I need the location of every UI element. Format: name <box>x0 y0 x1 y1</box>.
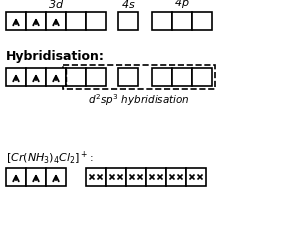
Bar <box>26 68 46 86</box>
Text: Hybridisation:: Hybridisation: <box>6 50 105 63</box>
Bar <box>172 68 192 86</box>
Bar <box>46 168 66 186</box>
Bar <box>86 12 106 30</box>
Bar <box>118 12 138 30</box>
Bar <box>186 168 206 186</box>
Text: 3$d$: 3$d$ <box>48 0 64 10</box>
Bar <box>166 168 186 186</box>
Bar <box>86 68 106 86</box>
Text: $[Cr(NH_3)_4Cl_2]^+$:: $[Cr(NH_3)_4Cl_2]^+$: <box>6 150 94 167</box>
Bar <box>66 68 86 86</box>
Bar <box>86 168 106 186</box>
Text: 4$s$: 4$s$ <box>121 0 135 10</box>
Bar <box>26 12 46 30</box>
Bar <box>6 12 26 30</box>
Bar <box>106 168 126 186</box>
Bar <box>66 12 86 30</box>
Text: 4$p$: 4$p$ <box>174 0 190 10</box>
Text: $d^2sp^3$ hybridisation: $d^2sp^3$ hybridisation <box>88 92 190 108</box>
Bar <box>146 168 166 186</box>
Bar <box>152 12 172 30</box>
Bar <box>6 68 26 86</box>
Bar <box>63 65 215 89</box>
Bar <box>152 68 172 86</box>
Bar <box>46 68 66 86</box>
Bar <box>192 68 212 86</box>
Bar <box>126 168 146 186</box>
Bar <box>6 168 26 186</box>
Bar <box>26 168 46 186</box>
Bar <box>118 68 138 86</box>
Bar <box>46 12 66 30</box>
Bar <box>192 12 212 30</box>
Bar <box>172 12 192 30</box>
